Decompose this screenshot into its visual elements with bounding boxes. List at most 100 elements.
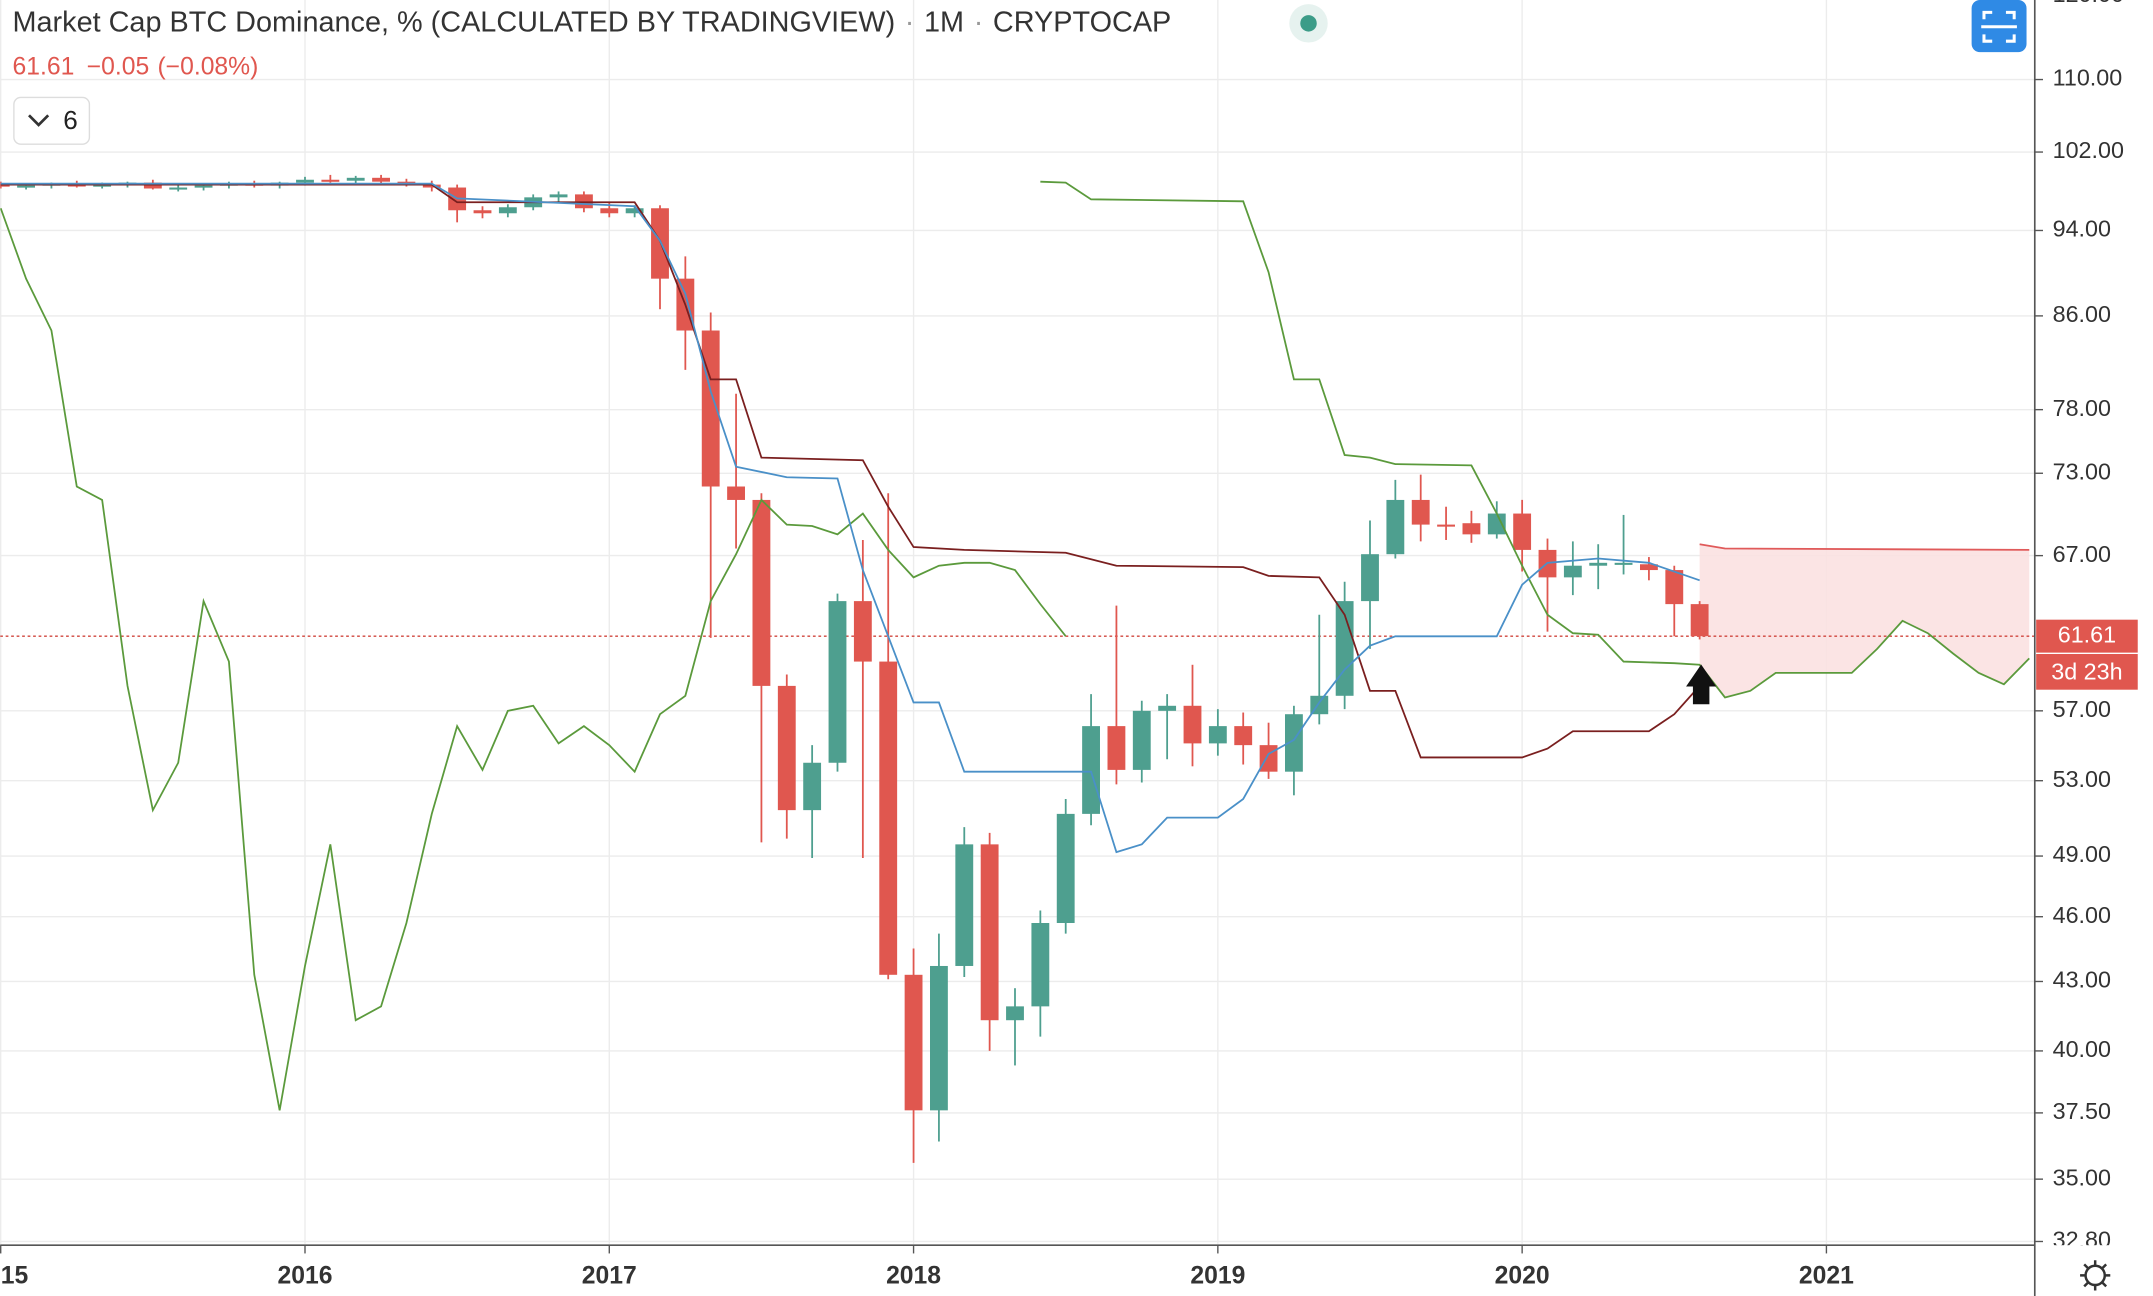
indicator-line xyxy=(0,207,1067,1111)
indicator-line xyxy=(0,182,1700,854)
candle-body xyxy=(0,184,10,187)
candle-body xyxy=(651,208,669,279)
indicator-line xyxy=(1040,180,2030,699)
indicator-line xyxy=(1699,543,2030,551)
candle-body xyxy=(422,184,441,188)
candle-body xyxy=(828,601,847,763)
fullscreen-button[interactable] xyxy=(1971,0,2027,53)
candle-body xyxy=(1132,710,1151,770)
candle-body xyxy=(1284,714,1303,772)
plot-area xyxy=(0,174,2035,1163)
candle-body xyxy=(1361,554,1379,602)
y-tick-label: 53.00 xyxy=(2053,766,2111,792)
candle-body xyxy=(1386,499,1405,555)
candle-body xyxy=(549,194,568,198)
candle-body xyxy=(194,185,213,188)
candle-body xyxy=(1234,726,1253,746)
candle-body xyxy=(929,965,948,1111)
candle-body xyxy=(143,182,162,189)
candle-body xyxy=(879,661,898,975)
x-tick-label: 2018 xyxy=(886,1262,941,1289)
candle-body xyxy=(1487,513,1506,535)
candle-body xyxy=(1690,604,1709,637)
last-price: 61.61 xyxy=(13,53,75,80)
candle-body xyxy=(346,177,365,181)
candle-body xyxy=(1031,923,1050,1007)
y-tick-label: 37.50 xyxy=(2053,1098,2111,1124)
y-tick-label: 120.00 xyxy=(2053,0,2124,7)
candle-body xyxy=(321,179,340,182)
candle-body xyxy=(1158,705,1177,711)
candle-body xyxy=(498,207,517,214)
candle-body xyxy=(17,185,35,188)
ichimoku-cloud xyxy=(1699,544,2030,698)
price-legend: 61.61 −0.05 (−0.08%) xyxy=(13,53,259,80)
candle-body xyxy=(1183,705,1202,744)
indicator-line xyxy=(0,183,1701,759)
y-axis: 120.00 110.00 102.00 94.00 86.00 78.00 73.00 67… xyxy=(2034,0,2124,1253)
indicator-count: 6 xyxy=(63,105,78,135)
indicator-button[interactable] xyxy=(13,96,91,145)
countdown-label: 3d 23h xyxy=(2051,658,2122,684)
arrow-annotation xyxy=(1686,664,1717,705)
candle-body xyxy=(1208,726,1227,744)
candle-body xyxy=(473,210,492,214)
y-tick-label: 40.00 xyxy=(2053,1036,2111,1062)
y-tick-label: 86.00 xyxy=(2053,301,2111,327)
candle-body xyxy=(1056,813,1075,924)
candle-body xyxy=(296,179,314,183)
candle-body xyxy=(980,844,999,1021)
x-tick-label: 2021 xyxy=(1799,1262,1854,1289)
candle-body xyxy=(727,486,745,500)
candle-body xyxy=(372,177,390,182)
candle-body xyxy=(1462,523,1481,535)
separator: · xyxy=(974,6,984,38)
chart-title: Market Cap BTC Dominance, % (CALCULATED … xyxy=(13,6,896,38)
candle-body xyxy=(93,184,112,187)
price-change-percent: (−0.08%) xyxy=(157,53,258,80)
last-price-label: 61.61 xyxy=(2058,621,2116,647)
x-axis: 2015 2016 2017 2018 2019 2020 2021 xyxy=(0,1245,1854,1289)
last-price-tag xyxy=(2036,619,2138,653)
gear-teeth xyxy=(2080,1260,2111,1291)
price-change: −0.05 xyxy=(87,53,150,80)
chevron-icon xyxy=(28,114,50,127)
y-tick-label: 43.00 xyxy=(2053,967,2111,993)
candle-body xyxy=(1335,601,1354,696)
candle-body xyxy=(575,194,593,209)
x-tick-label: 2017 xyxy=(582,1262,637,1289)
candle-body xyxy=(1614,562,1633,565)
y-tick-label: 35.00 xyxy=(2053,1164,2111,1190)
candle-body xyxy=(1665,570,1684,605)
x-tick-label: 2020 xyxy=(1495,1262,1550,1289)
candle-body xyxy=(1589,562,1608,566)
status-dot xyxy=(1300,15,1317,32)
candle-body xyxy=(1259,745,1278,772)
interval: 1M xyxy=(924,6,964,38)
candle-body xyxy=(1639,564,1658,571)
candle-body xyxy=(777,685,796,811)
separator: · xyxy=(905,6,915,38)
candle-body xyxy=(625,208,644,214)
candle-body xyxy=(701,330,720,487)
fullscreen-icon xyxy=(1981,10,2017,43)
chart-header: Market Cap BTC Dominance, % (CALCULATED … xyxy=(13,6,1172,38)
x-tick-label: 2019 xyxy=(1190,1262,1245,1289)
candle-body xyxy=(803,762,822,811)
y-tick-label: 49.00 xyxy=(2053,841,2111,867)
candle-body xyxy=(955,844,974,966)
y-tick-label: 73.00 xyxy=(2053,458,2111,484)
candle-body xyxy=(1107,726,1126,770)
candle-body xyxy=(600,208,619,214)
settings-button[interactable] xyxy=(2080,1260,2111,1291)
x-tick-label: 2016 xyxy=(278,1262,333,1289)
x-tick-label: 2015 xyxy=(0,1262,28,1289)
candle-body xyxy=(904,974,923,1111)
y-tick-label: 67.00 xyxy=(2053,541,2111,567)
candle-body xyxy=(1006,1006,1024,1021)
candle-body xyxy=(1563,565,1582,578)
indicator-toggle[interactable]: 6 xyxy=(13,96,91,145)
